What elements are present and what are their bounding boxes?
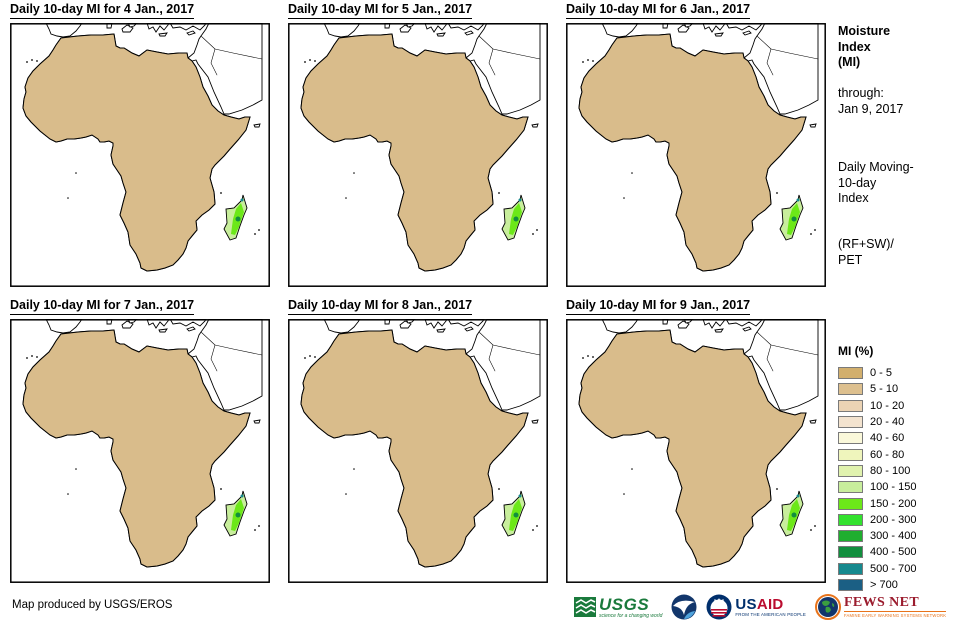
africa-map xyxy=(10,23,270,287)
legend-item: > 700 xyxy=(838,577,964,593)
legend-swatch xyxy=(838,367,863,380)
noaa-logo xyxy=(671,594,697,620)
legend-swatch xyxy=(838,448,863,461)
africa-map xyxy=(566,319,826,583)
africa-map xyxy=(566,23,826,287)
map-panel-jan9: Daily 10-day MI for 9 Jan., 2017 xyxy=(566,298,826,583)
sidebar-formula: (RF+SW)/ PET xyxy=(838,237,894,267)
legend-item: 5 - 10 xyxy=(838,381,964,397)
panel-title: Daily 10-day MI for 9 Jan., 2017 xyxy=(566,298,826,315)
legend-swatch xyxy=(838,383,863,396)
legend-swatch xyxy=(838,530,863,543)
sidebar-index-description: Daily Moving- 10-day Index xyxy=(838,160,914,205)
legend-item: 500 - 700 xyxy=(838,561,964,577)
legend-swatch xyxy=(838,399,863,412)
legend-item: 200 - 300 xyxy=(838,512,964,528)
legend-swatch xyxy=(838,416,863,429)
sidebar: Moisture Index (MI) through: Jan 9, 2017… xyxy=(838,0,964,626)
map-panel-jan7: Daily 10-day MI for 7 Jan., 2017 xyxy=(10,298,270,583)
legend-swatch xyxy=(838,481,863,494)
legend-swatch xyxy=(838,546,863,559)
africa-map xyxy=(10,319,270,583)
panel-title: Daily 10-day MI for 7 Jan., 2017 xyxy=(10,298,270,315)
map-panel-jan6: Daily 10-day MI for 6 Jan., 2017 xyxy=(566,2,826,287)
legend-item: 300 - 400 xyxy=(838,528,964,544)
legend-item: 0 - 5 xyxy=(838,365,964,381)
map-grid: Daily 10-day MI for 4 Jan., 2017 Daily 1… xyxy=(10,2,826,583)
sidebar-title: Moisture Index (MI) xyxy=(838,24,891,69)
panel-title: Daily 10-day MI for 8 Jan., 2017 xyxy=(288,298,548,315)
legend-item: 10 - 20 xyxy=(838,398,964,414)
map-panel-jan4: Daily 10-day MI for 4 Jan., 2017 xyxy=(10,2,270,287)
logo-strip: USGS science for a changing world xyxy=(574,592,947,622)
usgs-logo: USGS science for a changing world xyxy=(574,596,662,619)
fewsnet-globe-icon xyxy=(814,594,841,620)
map-credit: Map produced by USGS/EROS xyxy=(12,599,173,611)
legend-item: 40 - 60 xyxy=(838,430,964,446)
panel-title: Daily 10-day MI for 5 Jan., 2017 xyxy=(288,2,548,19)
map-panel-jan8: Daily 10-day MI for 8 Jan., 2017 xyxy=(288,298,548,583)
legend: MI (%) 0 - 5 5 - 10 10 - 20 20 - 40 40 -… xyxy=(838,344,964,593)
sidebar-through-date: through: Jan 9, 2017 xyxy=(838,86,904,116)
legend-swatch xyxy=(838,513,863,526)
legend-item: 150 - 200 xyxy=(838,495,964,511)
legend-swatch xyxy=(838,579,863,591)
africa-map xyxy=(288,23,548,287)
map-panel-jan5: Daily 10-day MI for 5 Jan., 2017 xyxy=(288,2,548,287)
legend-swatch xyxy=(838,464,863,477)
legend-item: 80 - 100 xyxy=(838,463,964,479)
usgs-wave-icon xyxy=(574,597,596,617)
legend-swatch xyxy=(838,562,863,575)
africa-map xyxy=(288,319,548,583)
panel-title: Daily 10-day MI for 6 Jan., 2017 xyxy=(566,2,826,19)
panel-title: Daily 10-day MI for 4 Jan., 2017 xyxy=(10,2,270,19)
usaid-emblem-icon xyxy=(706,594,732,620)
legend-item: 100 - 150 xyxy=(838,479,964,495)
legend-item: 400 - 500 xyxy=(838,544,964,560)
legend-swatch xyxy=(838,497,863,510)
legend-item: 20 - 40 xyxy=(838,414,964,430)
usaid-logo: USAID FROM THE AMERICAN PEOPLE xyxy=(706,594,806,620)
legend-swatch xyxy=(838,432,863,445)
fewsnet-logo: FEWS NET FAMINE EARLY WARNING SYSTEMS NE… xyxy=(814,594,947,620)
legend-item: 60 - 80 xyxy=(838,446,964,462)
legend-title: MI (%) xyxy=(838,344,874,358)
